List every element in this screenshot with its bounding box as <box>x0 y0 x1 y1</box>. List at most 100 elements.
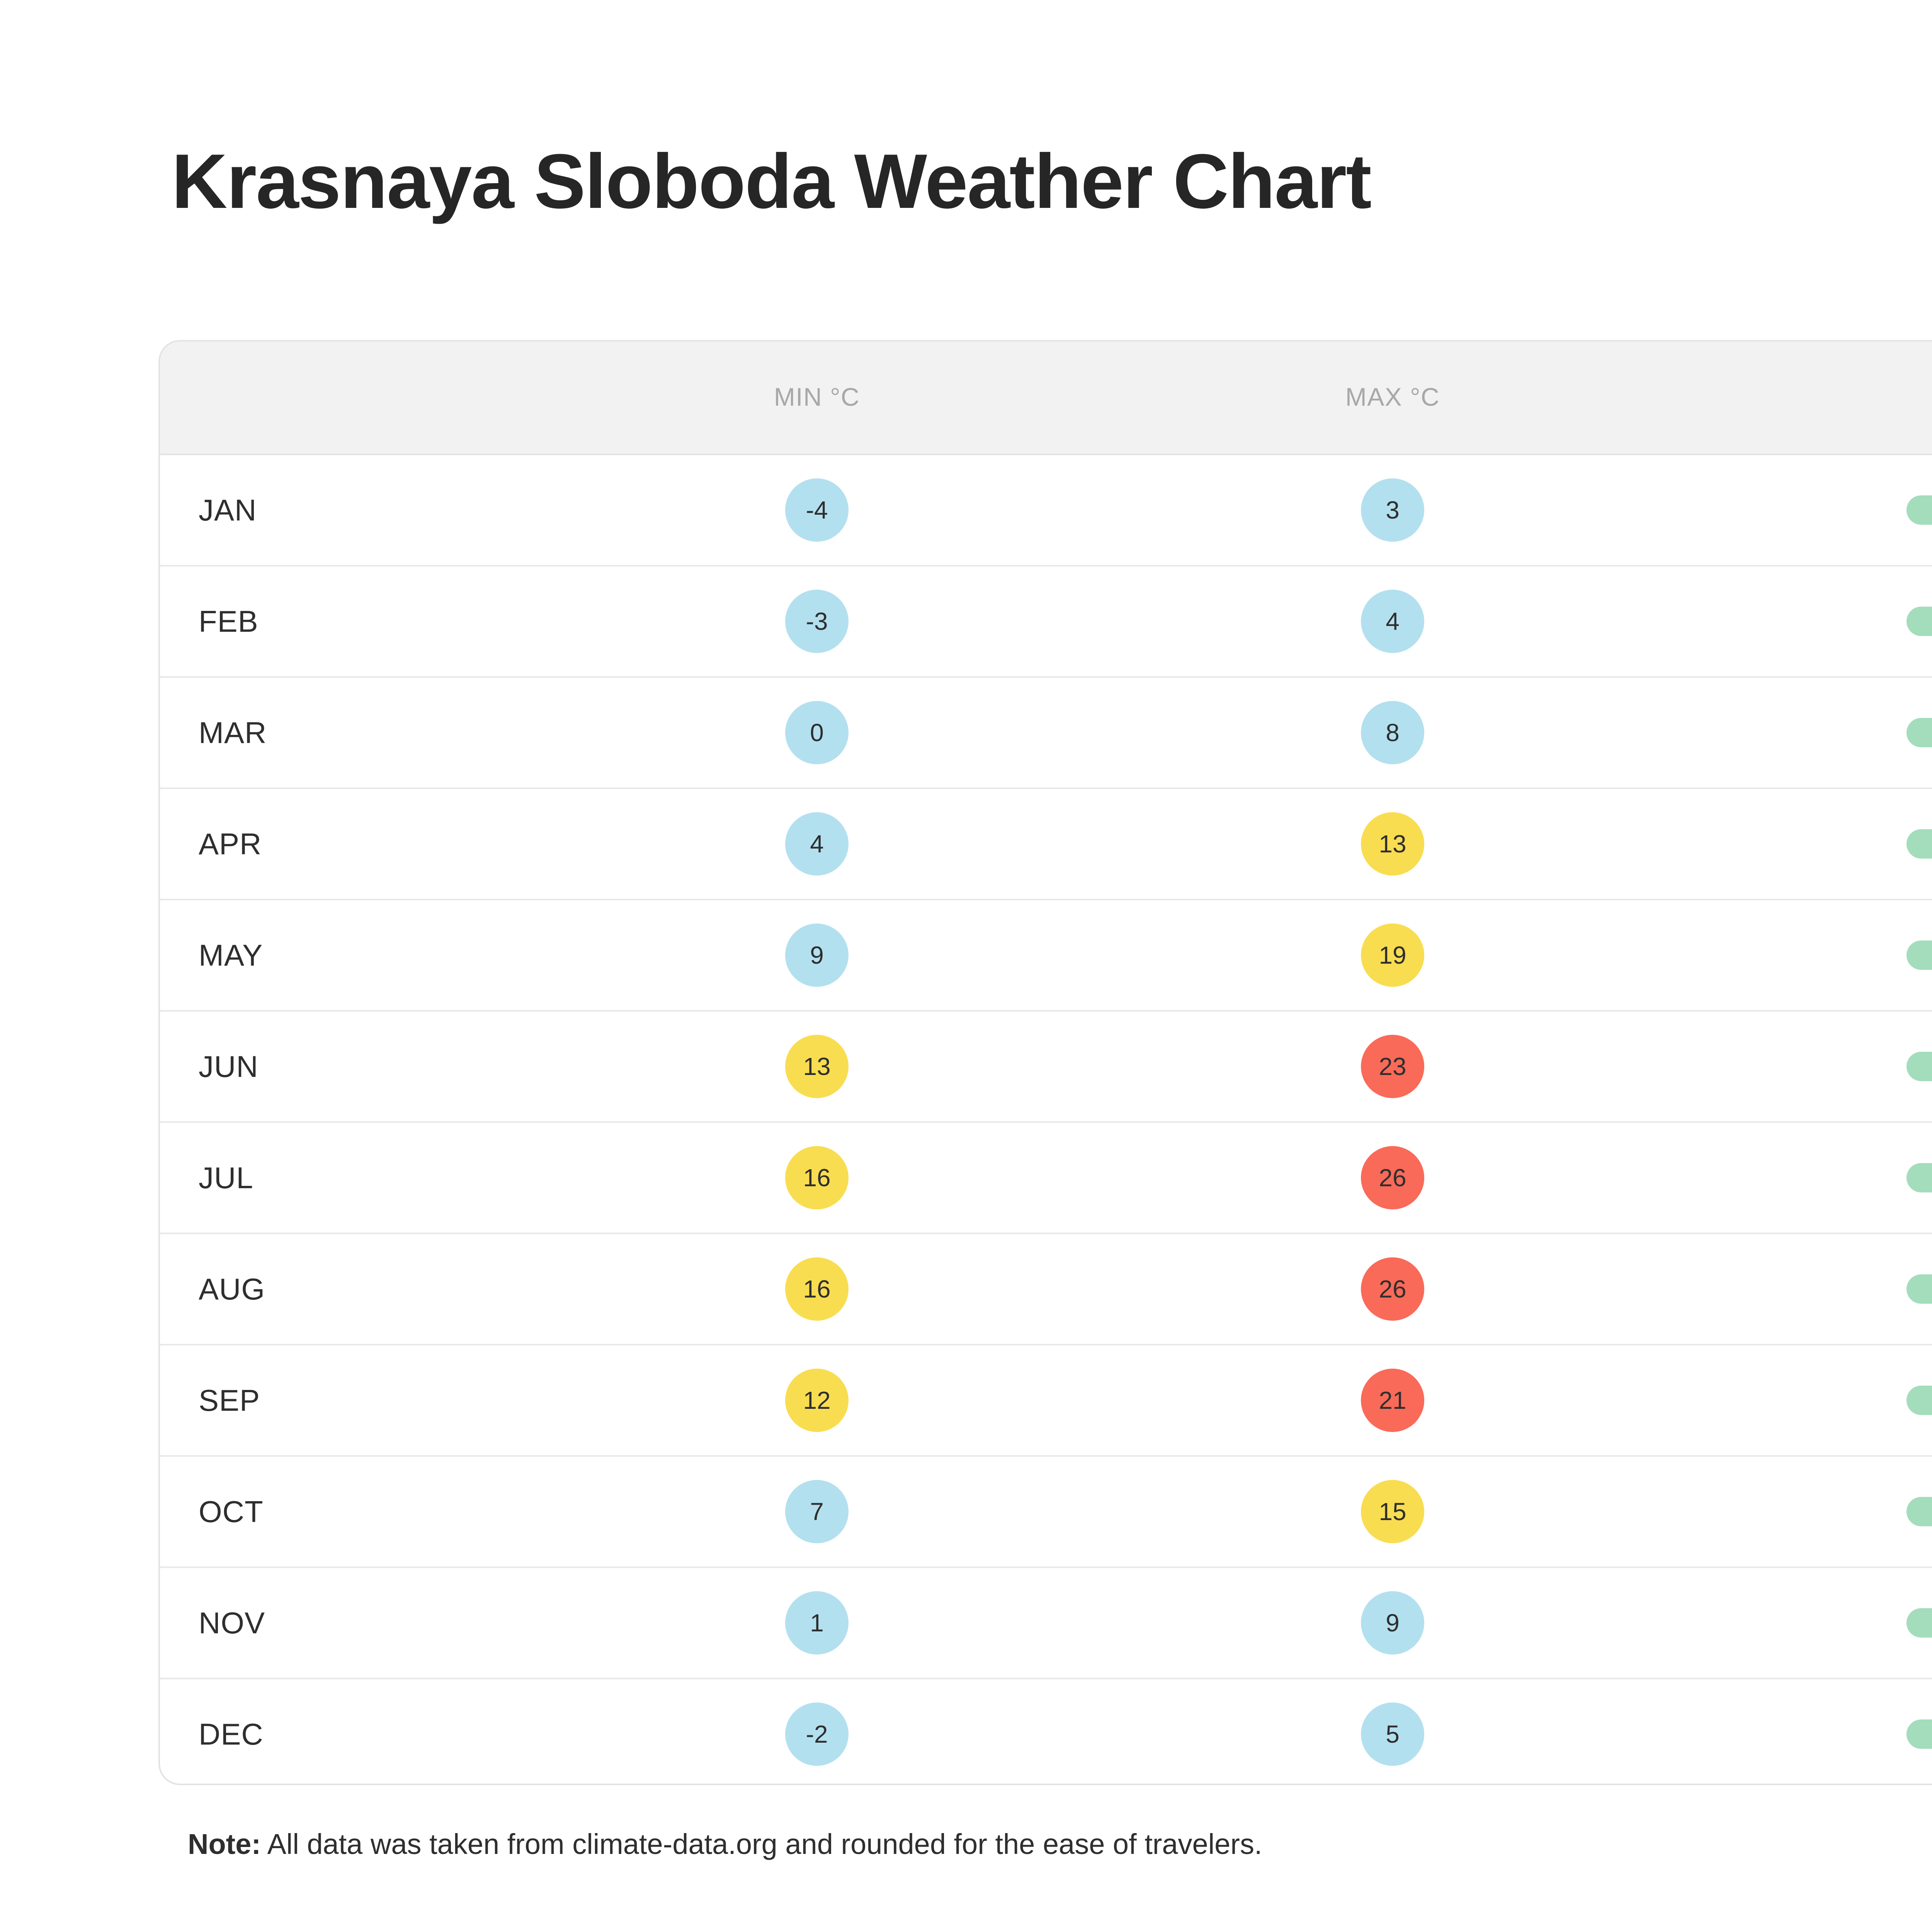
min-temp-badge: 16 <box>785 1146 849 1209</box>
note-label: Note: <box>188 1828 261 1860</box>
rainfall-cell: 71 <box>1906 789 1932 899</box>
min-temp-cell: 0 <box>716 678 917 787</box>
max-temp-cell: 15 <box>1292 1457 1493 1566</box>
rainfall-fill <box>1906 940 1932 970</box>
table-body: JAN-4339FEB-3448MAR0861APR41371MAY91998J… <box>160 455 1932 1784</box>
max-temp-badge: 19 <box>1361 923 1424 987</box>
row-month-label: JUN <box>199 1049 259 1083</box>
rainfall-fill <box>1906 1386 1932 1415</box>
rainfall-track[interactable]: 39 <box>1906 495 1932 525</box>
column-header-max: MAX °C <box>1345 383 1440 411</box>
rainfall-track[interactable]: 48 <box>1906 607 1932 636</box>
rainfall-cell: 61 <box>1906 678 1932 787</box>
rainfall-fill <box>1906 1163 1932 1192</box>
table-row: MAY 9 19 98 <box>160 900 1932 1012</box>
rainfall-track[interactable]: 81 <box>1906 1163 1932 1192</box>
table-row: DEC -2 5 41 <box>160 1679 1932 1784</box>
table-row: FEB -3 4 48 <box>160 566 1932 678</box>
rainfall-track[interactable]: 98 <box>1906 940 1932 970</box>
max-temp-badge: 26 <box>1361 1146 1424 1209</box>
rainfall-fill <box>1906 718 1932 747</box>
min-temp-cell: -4 <box>716 455 917 565</box>
rainfall-track[interactable]: 41 <box>1906 1719 1932 1749</box>
max-temp-badge: 4 <box>1361 590 1424 653</box>
rainfall-fill <box>1906 1608 1932 1638</box>
table-row: OCT 7 15 78 <box>160 1457 1932 1568</box>
rainfall-track[interactable]: 87 <box>1906 1386 1932 1415</box>
min-temp-cell: -3 <box>716 566 917 676</box>
rainfall-track[interactable]: 71 <box>1906 829 1932 859</box>
page-title: Krasnaya Sloboda Weather Chart <box>172 138 1372 224</box>
max-temp-cell: 3 <box>1292 455 1493 565</box>
max-temp-cell: 19 <box>1292 900 1493 1010</box>
rainfall-cell: 39 <box>1906 455 1932 565</box>
note-line: Note: All data was taken from climate-da… <box>188 1828 1262 1861</box>
max-temp-cell: 13 <box>1292 789 1493 899</box>
rainfall-cell: 59 <box>1906 1568 1932 1678</box>
max-temp-badge: 5 <box>1361 1702 1424 1766</box>
min-temp-cell: 4 <box>716 789 917 899</box>
weather-table-card: MIN °C MAX °C RAINFALL (mm) JAN -4 3 39 FEB -… <box>158 340 1932 1785</box>
max-temp-cell: 21 <box>1292 1345 1493 1455</box>
max-temp-cell: 5 <box>1292 1679 1493 1784</box>
row-month-label: NOV <box>199 1605 265 1640</box>
rainfall-track[interactable]: 78 <box>1906 1497 1932 1526</box>
max-temp-badge: 13 <box>1361 812 1424 876</box>
table-row: MAR 0 8 61 <box>160 678 1932 789</box>
min-temp-badge: 12 <box>785 1369 849 1432</box>
row-month-label: SEP <box>199 1383 260 1417</box>
rainfall-track[interactable]: 77 <box>1906 1274 1932 1304</box>
row-month-label: MAR <box>199 715 267 750</box>
row-month-label: DEC <box>199 1717 264 1751</box>
min-temp-cell: -2 <box>716 1679 917 1784</box>
min-temp-badge: 0 <box>785 701 849 764</box>
rainfall-cell: 78 <box>1906 1457 1932 1566</box>
rainfall-fill <box>1906 829 1932 859</box>
row-month-label: JAN <box>199 493 257 527</box>
max-temp-cell: 8 <box>1292 678 1493 787</box>
min-temp-cell: 1 <box>716 1568 917 1678</box>
max-temp-badge: 9 <box>1361 1591 1424 1655</box>
rainfall-fill <box>1906 1497 1932 1526</box>
rainfall-fill <box>1906 1052 1932 1081</box>
max-temp-cell: 9 <box>1292 1568 1493 1678</box>
max-temp-cell: 26 <box>1292 1123 1493 1233</box>
rainfall-cell: 48 <box>1906 566 1932 676</box>
rainfall-track[interactable]: 59 <box>1906 1608 1932 1638</box>
table-row: JAN -4 3 39 <box>160 455 1932 566</box>
min-temp-badge: 1 <box>785 1591 849 1655</box>
row-month-label: JUL <box>199 1160 253 1195</box>
row-month-label: OCT <box>199 1494 264 1529</box>
column-header-min: MIN °C <box>774 383 860 411</box>
min-temp-badge: 4 <box>785 812 849 876</box>
row-month-label: APR <box>199 827 262 861</box>
rainfall-fill <box>1906 1719 1932 1749</box>
rainfall-track[interactable]: 106 <box>1906 1052 1932 1081</box>
max-temp-cell: 23 <box>1292 1012 1493 1121</box>
max-temp-badge: 15 <box>1361 1480 1424 1543</box>
row-month-label: AUG <box>199 1272 265 1306</box>
min-temp-badge: 9 <box>785 923 849 987</box>
max-temp-cell: 26 <box>1292 1234 1493 1344</box>
table-row: SEP 12 21 87 <box>160 1345 1932 1457</box>
column-header-rainfall: RAINFALL (mm) <box>1775 342 1932 452</box>
min-temp-cell: 9 <box>716 900 917 1010</box>
max-temp-badge: 8 <box>1361 701 1424 764</box>
table-row: APR 4 13 71 <box>160 789 1932 900</box>
rainfall-track[interactable]: 61 <box>1906 718 1932 747</box>
min-temp-badge: -2 <box>785 1702 849 1766</box>
table-header-row: MIN °C MAX °C RAINFALL (mm) <box>160 342 1932 455</box>
rainfall-cell: 106 <box>1906 1012 1932 1121</box>
table-row: JUL 16 26 81 <box>160 1123 1932 1234</box>
rainfall-cell: 41 <box>1906 1679 1932 1784</box>
max-temp-badge: 3 <box>1361 478 1424 542</box>
min-temp-cell: 16 <box>716 1234 917 1344</box>
max-temp-cell: 4 <box>1292 566 1493 676</box>
rainfall-fill <box>1906 1274 1932 1304</box>
min-temp-cell: 13 <box>716 1012 917 1121</box>
rainfall-fill <box>1906 607 1932 636</box>
rainfall-cell: 87 <box>1906 1345 1932 1455</box>
max-temp-badge: 26 <box>1361 1257 1424 1321</box>
min-temp-badge: -4 <box>785 478 849 542</box>
